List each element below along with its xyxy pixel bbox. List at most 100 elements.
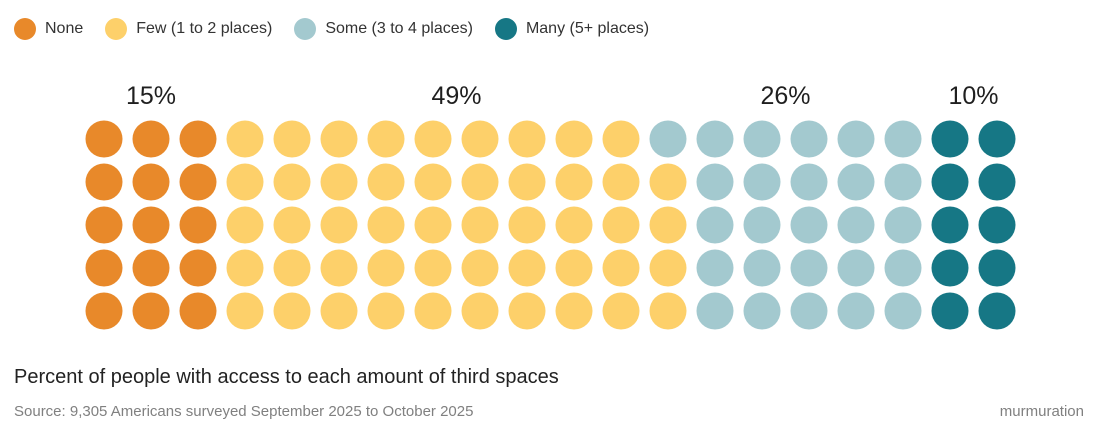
waffle-dot-1-3 <box>85 206 123 244</box>
waffle-dot-2-34 <box>508 163 546 201</box>
waffle-dot-1-11 <box>179 292 217 330</box>
waffle-dot-3-11 <box>743 120 781 158</box>
waffle-dot-2-2 <box>226 249 264 287</box>
waffle-dot-2-5 <box>226 120 264 158</box>
waffle-dot-4-5 <box>931 120 969 158</box>
waffle-dot-2-46 <box>649 292 687 330</box>
waffle-dot-3-15 <box>790 163 828 201</box>
waffle-dot-3-5 <box>696 163 734 201</box>
waffle-dot-2-48 <box>649 206 687 244</box>
waffle-chart: 15% 49% 26% 10% <box>85 82 1016 330</box>
legend-item-none: None <box>14 18 83 40</box>
waffle-dot-4-10 <box>978 120 1016 158</box>
waffle-dot-2-11 <box>320 292 358 330</box>
waffle-dot-3-18 <box>837 249 875 287</box>
waffle-dot-4-7 <box>978 249 1016 287</box>
waffle-dot-2-12 <box>320 249 358 287</box>
legend-item-some: Some (3 to 4 places) <box>294 18 473 40</box>
waffle-dot-1-8 <box>132 206 170 244</box>
waffle-dot-4-3 <box>931 206 969 244</box>
waffle-dot-2-37 <box>555 249 593 287</box>
waffle-dot-2-33 <box>508 206 546 244</box>
waffle-dot-2-3 <box>226 206 264 244</box>
waffle-dot-2-28 <box>461 206 499 244</box>
waffle-dot-3-17 <box>837 292 875 330</box>
waffle-dot-2-41 <box>602 292 640 330</box>
waffle-dot-2-9 <box>273 163 311 201</box>
waffle-dot-3-22 <box>884 292 922 330</box>
waffle-dot-3-25 <box>884 163 922 201</box>
waffle-dot-3-4 <box>696 206 734 244</box>
waffle-dot-2-43 <box>602 206 640 244</box>
waffle-dot-1-9 <box>132 163 170 201</box>
waffle-dot-3-12 <box>790 292 828 330</box>
waffle-dot-2-20 <box>367 120 405 158</box>
waffle-dot-1-1 <box>85 292 123 330</box>
chart-title: Percent of people with access to each am… <box>14 366 559 388</box>
waffle-dot-2-13 <box>320 206 358 244</box>
waffle-dot-3-20 <box>837 163 875 201</box>
waffle-dot-4-6 <box>978 292 1016 330</box>
waffle-dot-2-47 <box>649 249 687 287</box>
waffle-dot-2-29 <box>461 163 499 201</box>
waffle-dot-3-19 <box>837 206 875 244</box>
waffle-dot-3-3 <box>696 249 734 287</box>
waffle-dot-3-8 <box>743 249 781 287</box>
waffle-dot-3-6 <box>696 120 734 158</box>
waffle-dot-3-9 <box>743 206 781 244</box>
waffle-dot-3-2 <box>696 292 734 330</box>
waffle-dot-3-16 <box>790 120 828 158</box>
waffle-dot-2-16 <box>367 292 405 330</box>
percent-label-2: 49% <box>431 82 481 110</box>
waffle-dot-2-30 <box>461 120 499 158</box>
waffle-dot-2-26 <box>461 292 499 330</box>
waffle-dot-3-10 <box>743 163 781 201</box>
waffle-dot-2-15 <box>320 120 358 158</box>
waffle-dot-2-8 <box>273 206 311 244</box>
waffle-dot-3-14 <box>790 206 828 244</box>
percent-label-4: 10% <box>948 82 998 110</box>
legend: None Few (1 to 2 places) Some (3 to 4 pl… <box>14 18 671 40</box>
percent-label-1: 15% <box>126 82 176 110</box>
waffle-dot-2-23 <box>414 206 452 244</box>
waffle-dot-2-21 <box>414 292 452 330</box>
waffle-dot-2-44 <box>602 163 640 201</box>
waffle-dot-2-31 <box>508 292 546 330</box>
waffle-dot-2-45 <box>602 120 640 158</box>
waffle-dot-1-10 <box>132 120 170 158</box>
waffle-dot-3-13 <box>790 249 828 287</box>
waffle-dot-2-35 <box>508 120 546 158</box>
waffle-dot-2-22 <box>414 249 452 287</box>
legend-label-few: Few (1 to 2 places) <box>136 20 273 37</box>
waffle-dot-2-17 <box>367 249 405 287</box>
waffle-dot-2-19 <box>367 163 405 201</box>
waffle-dot-3-7 <box>743 292 781 330</box>
waffle-dot-3-24 <box>884 206 922 244</box>
waffle-dot-4-9 <box>978 163 1016 201</box>
waffle-dot-4-2 <box>931 249 969 287</box>
waffle-dot-1-15 <box>179 120 217 158</box>
waffle-dot-2-25 <box>414 120 452 158</box>
waffle-dot-2-36 <box>555 292 593 330</box>
waffle-dot-1-6 <box>132 292 170 330</box>
legend-item-many: Many (5+ places) <box>494 18 649 40</box>
brand-name: murmuration <box>999 403 1084 420</box>
waffle-dot-2-24 <box>414 163 452 201</box>
waffle-dot-1-13 <box>179 206 217 244</box>
waffle-dot-3-26 <box>884 120 922 158</box>
waffle-dot-2-6 <box>273 292 311 330</box>
waffle-dot-2-14 <box>320 163 358 201</box>
waffle-dot-2-4 <box>226 163 264 201</box>
waffle-dot-4-1 <box>931 292 969 330</box>
waffle-dot-4-4 <box>931 163 969 201</box>
waffle-dot-2-40 <box>555 120 593 158</box>
waffle-dot-1-12 <box>179 249 217 287</box>
waffle-dot-2-27 <box>461 249 499 287</box>
legend-swatch-few <box>105 18 128 40</box>
chart-source: Source: 9,305 Americans surveyed Septemb… <box>14 403 474 420</box>
legend-swatch-some <box>294 18 317 40</box>
waffle-dot-1-7 <box>132 249 170 287</box>
waffle-dot-2-32 <box>508 249 546 287</box>
waffle-dot-2-39 <box>555 163 593 201</box>
legend-swatch-none <box>14 18 36 40</box>
